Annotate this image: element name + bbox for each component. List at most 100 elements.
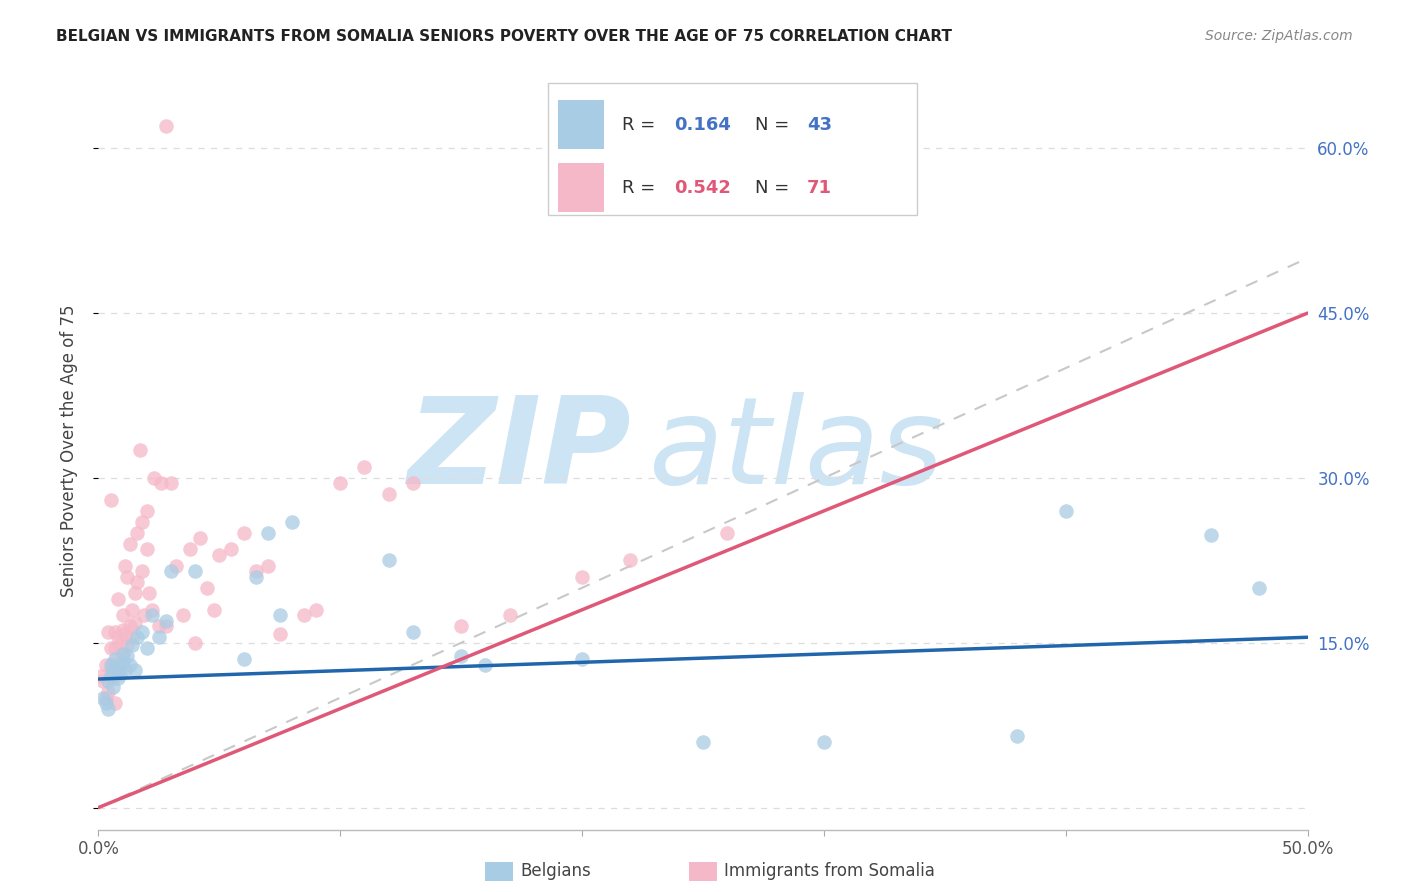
Point <box>377 553 399 567</box>
Point <box>571 652 593 666</box>
Point <box>127 630 149 644</box>
Point <box>101 663 124 677</box>
Text: R =: R = <box>621 179 661 197</box>
Point <box>114 663 136 677</box>
Point <box>128 443 150 458</box>
Point <box>107 671 129 685</box>
Point <box>108 638 131 652</box>
Point <box>1199 528 1222 542</box>
Point <box>107 630 129 644</box>
Point <box>104 641 127 656</box>
Point <box>329 476 352 491</box>
Text: N =: N = <box>755 179 794 197</box>
Text: BELGIAN VS IMMIGRANTS FROM SOMALIA SENIORS POVERTY OVER THE AGE OF 75 CORRELATIO: BELGIAN VS IMMIGRANTS FROM SOMALIA SENIO… <box>56 29 952 44</box>
Point <box>155 619 177 633</box>
Point <box>117 638 139 652</box>
Point <box>135 504 157 518</box>
Point <box>450 619 472 633</box>
Point <box>188 532 211 546</box>
Point <box>148 630 170 644</box>
Text: Belgians: Belgians <box>520 863 591 880</box>
Point <box>118 537 141 551</box>
Point <box>143 471 166 485</box>
Point <box>117 570 139 584</box>
Point <box>165 558 187 573</box>
Point <box>114 558 136 573</box>
Point <box>100 492 122 507</box>
Point <box>91 674 114 689</box>
Point <box>124 663 146 677</box>
Point <box>108 660 131 674</box>
Point <box>134 608 156 623</box>
Point <box>148 619 170 633</box>
Bar <box>558 163 603 212</box>
Text: 43: 43 <box>807 116 832 134</box>
Y-axis label: Seniors Poverty Over the Age of 75: Seniors Poverty Over the Age of 75 <box>59 304 77 597</box>
Point <box>813 734 835 748</box>
Point <box>204 603 226 617</box>
Point <box>353 459 375 474</box>
Point <box>232 525 254 540</box>
Text: ZIP: ZIP <box>406 392 630 509</box>
Point <box>100 663 122 677</box>
Point <box>121 630 143 644</box>
Point <box>117 648 139 663</box>
Point <box>160 565 183 579</box>
Text: N =: N = <box>755 116 794 134</box>
Point <box>402 476 425 491</box>
Text: Source: ZipAtlas.com: Source: ZipAtlas.com <box>1205 29 1353 43</box>
Point <box>111 608 134 623</box>
Text: 0.542: 0.542 <box>673 179 731 197</box>
Point <box>256 525 278 540</box>
Point <box>100 669 122 683</box>
Point <box>571 570 593 584</box>
Point <box>104 652 127 666</box>
Point <box>131 565 153 579</box>
Point <box>195 581 218 595</box>
Point <box>256 558 278 573</box>
Point <box>101 680 124 694</box>
Point <box>402 624 425 639</box>
Point <box>184 565 207 579</box>
Point <box>127 525 149 540</box>
Point <box>111 656 134 670</box>
Point <box>619 553 641 567</box>
Point <box>94 657 117 672</box>
Point <box>97 701 120 715</box>
Point <box>94 690 117 705</box>
Point <box>94 696 117 710</box>
Point <box>114 627 136 641</box>
Point <box>108 666 131 681</box>
Text: atlas: atlas <box>648 392 943 509</box>
Point <box>107 660 129 674</box>
Point <box>111 647 134 661</box>
Point <box>184 636 207 650</box>
Point <box>179 542 201 557</box>
Point <box>111 647 134 661</box>
Point <box>1007 729 1029 743</box>
Point <box>101 656 124 670</box>
Point <box>135 542 157 557</box>
Text: 71: 71 <box>807 179 832 197</box>
Point <box>221 542 243 557</box>
Point <box>90 669 112 683</box>
Point <box>377 487 399 501</box>
Point <box>208 548 231 562</box>
Point <box>292 608 315 623</box>
Point <box>118 657 141 672</box>
Point <box>141 603 163 617</box>
Point <box>101 671 124 685</box>
Point <box>232 652 254 666</box>
Point <box>107 591 129 606</box>
Point <box>245 570 267 584</box>
Point <box>155 120 177 134</box>
Point <box>1249 581 1271 595</box>
Point <box>111 623 134 637</box>
Point <box>269 608 291 623</box>
Point <box>118 619 141 633</box>
Point <box>172 608 194 623</box>
Point <box>138 586 160 600</box>
Point <box>100 641 122 656</box>
Point <box>121 638 143 652</box>
Point <box>97 685 120 699</box>
